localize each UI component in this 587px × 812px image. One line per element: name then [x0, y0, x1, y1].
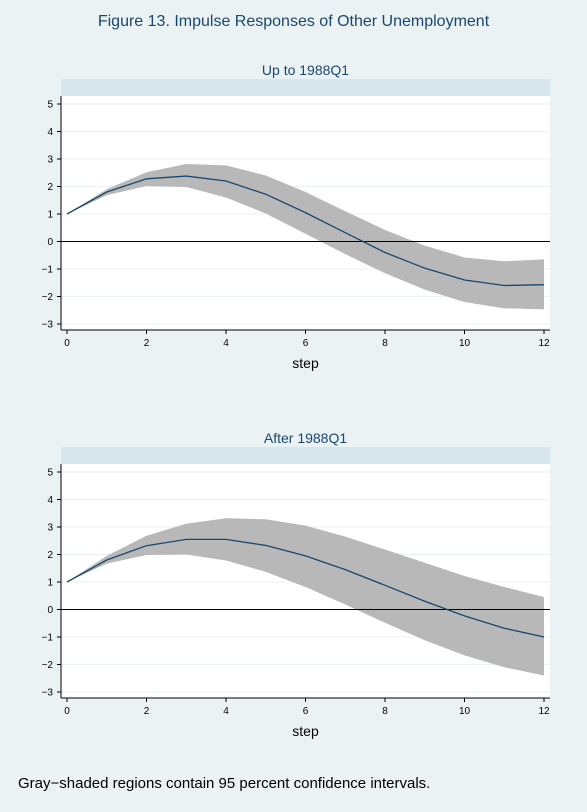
- chart-title: After 1988Q1: [264, 430, 347, 446]
- impulse-response-line: [66, 538, 545, 638]
- x-tick-label: 6: [303, 338, 309, 349]
- title-strip: [61, 79, 550, 96]
- x-axis-title: step: [292, 355, 319, 371]
- x-tick-label: 0: [64, 338, 70, 349]
- x-tick-label: 12: [538, 338, 550, 349]
- y-tick-label: 2: [47, 550, 53, 561]
- y-tick-label: 3: [47, 155, 53, 166]
- y-tick-label: 0: [47, 605, 53, 616]
- x-tick-label: 8: [382, 706, 388, 717]
- confidence-band: [67, 518, 544, 676]
- chart-panel-1: Up to 1988Q1 −3 −2 −1 0 1 2 3 4 5 0 2 4 6 8 10 12 step: [0, 55, 587, 385]
- x-tick-label: 0: [64, 706, 70, 717]
- x-tick-label: 8: [382, 338, 388, 349]
- x-tick-label: 4: [223, 338, 229, 349]
- x-tick-label: 10: [459, 338, 471, 349]
- x-axis-title: step: [292, 723, 319, 739]
- x-tick-label: 10: [459, 706, 471, 717]
- y-tick-label: 4: [47, 495, 53, 506]
- y-tick-label: −2: [42, 292, 54, 303]
- impulse-response-line: [66, 175, 545, 287]
- y-tick-label: 5: [47, 468, 53, 479]
- y-tick-label: 4: [47, 127, 53, 138]
- chart-title: Up to 1988Q1: [262, 62, 349, 78]
- y-tick-label: −3: [42, 688, 54, 699]
- y-tick-label: −1: [42, 265, 54, 276]
- x-tick-label: 12: [538, 706, 550, 717]
- y-tick-label: 0: [47, 237, 53, 248]
- confidence-band: [67, 163, 544, 310]
- x-tick-label: 2: [144, 706, 150, 717]
- footnote: Gray−shaded regions contain 95 percent c…: [18, 775, 431, 792]
- figure-title: Figure 13. Impulse Responses of Other Un…: [97, 13, 490, 30]
- y-tick-label: 1: [47, 210, 53, 221]
- y-tick-label: 1: [47, 578, 53, 589]
- x-tick-label: 6: [303, 706, 309, 717]
- x-tick-label: 2: [144, 338, 150, 349]
- chart-panel-2: After 1988Q1 −3 −2 −1 0 1 2 3 4 5 0 2 4 6 8 10 12 step: [0, 423, 587, 753]
- y-tick-label: 2: [47, 182, 53, 193]
- y-tick-label: −1: [42, 633, 54, 644]
- title-strip: [61, 447, 550, 464]
- y-tick-label: −3: [42, 320, 54, 331]
- y-tick-label: 5: [47, 100, 53, 111]
- y-tick-label: 3: [47, 523, 53, 534]
- x-tick-label: 4: [223, 706, 229, 717]
- y-tick-label: −2: [42, 660, 54, 671]
